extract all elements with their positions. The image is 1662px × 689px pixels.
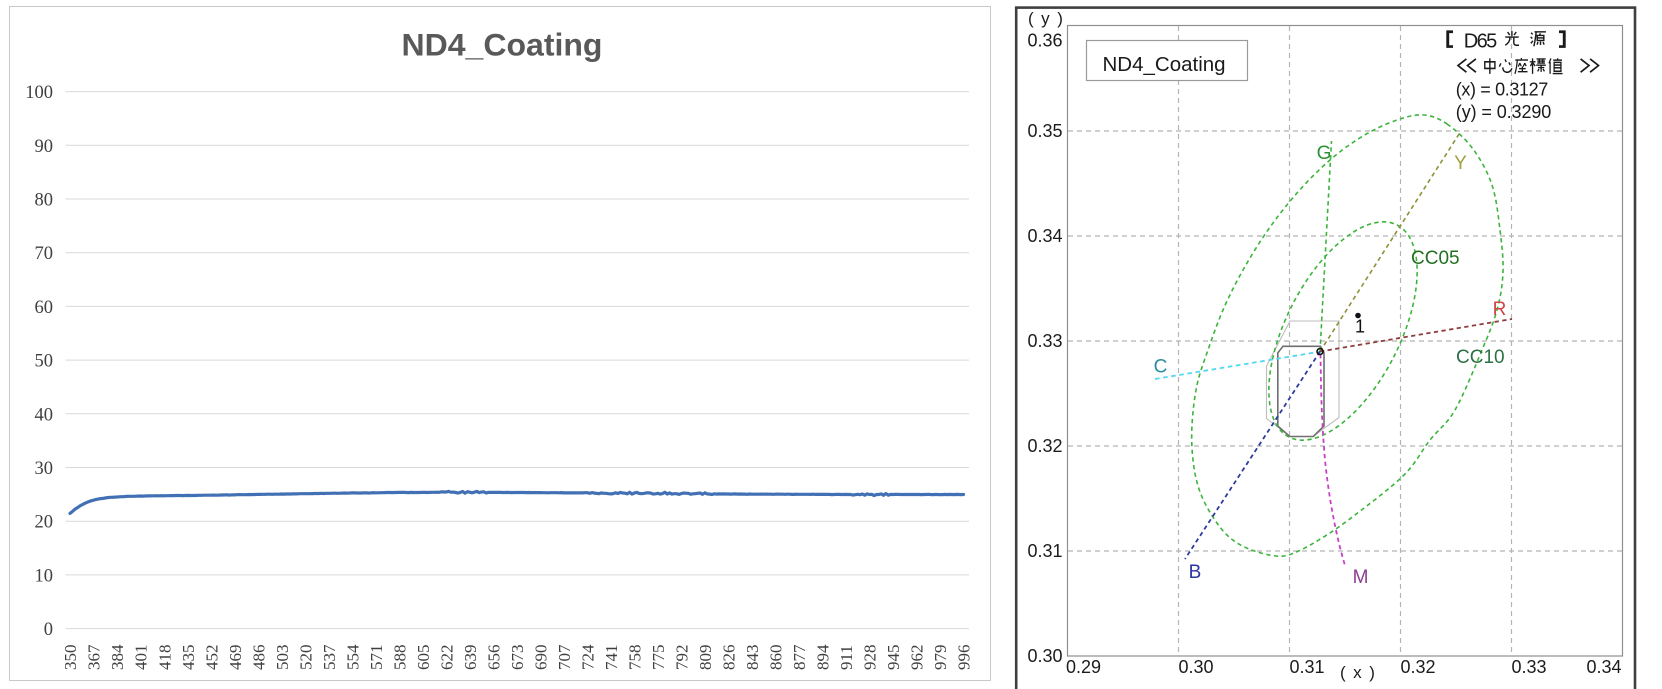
svg-text:843: 843 bbox=[743, 645, 762, 671]
svg-text:367: 367 bbox=[85, 644, 104, 670]
svg-text:10: 10 bbox=[35, 566, 54, 586]
svg-text:979: 979 bbox=[931, 645, 950, 671]
svg-text:30: 30 bbox=[35, 459, 54, 479]
svg-text:ND4_Coating: ND4_Coating bbox=[1103, 53, 1226, 76]
svg-text:520: 520 bbox=[296, 645, 315, 671]
svg-text:0.31: 0.31 bbox=[1027, 541, 1062, 561]
svg-text:60: 60 bbox=[35, 298, 54, 318]
svg-text:673: 673 bbox=[508, 645, 527, 671]
svg-text:571: 571 bbox=[367, 645, 386, 671]
svg-text:452: 452 bbox=[202, 645, 221, 671]
svg-text:775: 775 bbox=[649, 645, 668, 671]
svg-text:435: 435 bbox=[179, 645, 198, 671]
svg-text:0.35: 0.35 bbox=[1027, 121, 1062, 141]
svg-text:792: 792 bbox=[673, 645, 692, 671]
svg-text:70: 70 bbox=[35, 244, 54, 264]
svg-text:894: 894 bbox=[814, 644, 833, 670]
svg-text:911: 911 bbox=[837, 645, 856, 670]
svg-text:486: 486 bbox=[249, 645, 268, 671]
svg-text:(x) = 0.3127: (x) = 0.3127 bbox=[1456, 79, 1549, 99]
svg-text:724: 724 bbox=[579, 644, 598, 670]
svg-text:996: 996 bbox=[955, 645, 974, 671]
svg-text:741: 741 bbox=[602, 645, 621, 671]
svg-text:( x ): ( x ) bbox=[1340, 663, 1376, 682]
svg-text:20: 20 bbox=[35, 513, 54, 533]
svg-text:50: 50 bbox=[35, 352, 54, 372]
svg-text:401: 401 bbox=[132, 645, 151, 671]
svg-text:0.34: 0.34 bbox=[1586, 657, 1621, 677]
svg-text:0.32: 0.32 bbox=[1027, 436, 1062, 456]
svg-text:Y: Y bbox=[1454, 153, 1467, 174]
svg-text:877: 877 bbox=[790, 644, 809, 670]
svg-text:826: 826 bbox=[720, 645, 739, 671]
svg-text:C: C bbox=[1154, 357, 1168, 378]
svg-text:CC05: CC05 bbox=[1411, 248, 1460, 269]
svg-text:554: 554 bbox=[343, 644, 362, 670]
svg-text:0.33: 0.33 bbox=[1512, 657, 1547, 677]
svg-text:0.32: 0.32 bbox=[1401, 657, 1436, 677]
svg-text:100: 100 bbox=[25, 83, 53, 103]
svg-text:ND4_Coating: ND4_Coating bbox=[402, 27, 603, 63]
svg-text:0.34: 0.34 bbox=[1027, 226, 1062, 246]
svg-text:40: 40 bbox=[35, 405, 54, 425]
svg-text:M: M bbox=[1353, 567, 1369, 588]
svg-text:( y ): ( y ) bbox=[1028, 9, 1064, 28]
svg-text:B: B bbox=[1189, 562, 1202, 583]
svg-text:350: 350 bbox=[61, 645, 80, 671]
svg-text:0.30: 0.30 bbox=[1179, 657, 1214, 677]
svg-text:758: 758 bbox=[626, 645, 645, 671]
svg-text:418: 418 bbox=[155, 645, 174, 671]
svg-text:962: 962 bbox=[908, 645, 927, 671]
svg-text:622: 622 bbox=[437, 645, 456, 671]
svg-text:D65: D65 bbox=[1464, 30, 1498, 52]
svg-text:G: G bbox=[1317, 143, 1332, 164]
svg-text:537: 537 bbox=[320, 644, 339, 670]
svg-text:639: 639 bbox=[461, 645, 480, 671]
svg-text:707: 707 bbox=[555, 644, 574, 670]
svg-text:945: 945 bbox=[884, 645, 903, 671]
svg-text:CC10: CC10 bbox=[1456, 347, 1505, 368]
svg-text:0.33: 0.33 bbox=[1027, 331, 1062, 351]
svg-text:0.30: 0.30 bbox=[1027, 646, 1062, 666]
svg-text:860: 860 bbox=[767, 645, 786, 671]
svg-text:384: 384 bbox=[108, 644, 127, 670]
svg-text:0.31: 0.31 bbox=[1290, 657, 1325, 677]
svg-text:1: 1 bbox=[1355, 317, 1365, 337]
svg-text:928: 928 bbox=[861, 645, 880, 671]
svg-text:80: 80 bbox=[35, 191, 54, 211]
svg-text:588: 588 bbox=[390, 645, 409, 671]
svg-text:0: 0 bbox=[44, 620, 53, 640]
svg-text:690: 690 bbox=[532, 645, 551, 671]
svg-text:0.36: 0.36 bbox=[1027, 30, 1062, 50]
svg-text:0.29: 0.29 bbox=[1066, 657, 1101, 677]
svg-text:656: 656 bbox=[484, 645, 503, 671]
svg-text:90: 90 bbox=[35, 137, 54, 157]
svg-text:469: 469 bbox=[226, 645, 245, 671]
svg-text:503: 503 bbox=[273, 645, 292, 671]
svg-text:(y) = 0.3290: (y) = 0.3290 bbox=[1456, 102, 1552, 122]
svg-text:605: 605 bbox=[414, 645, 433, 671]
svg-text:809: 809 bbox=[696, 645, 715, 671]
svg-text:R: R bbox=[1493, 299, 1507, 320]
